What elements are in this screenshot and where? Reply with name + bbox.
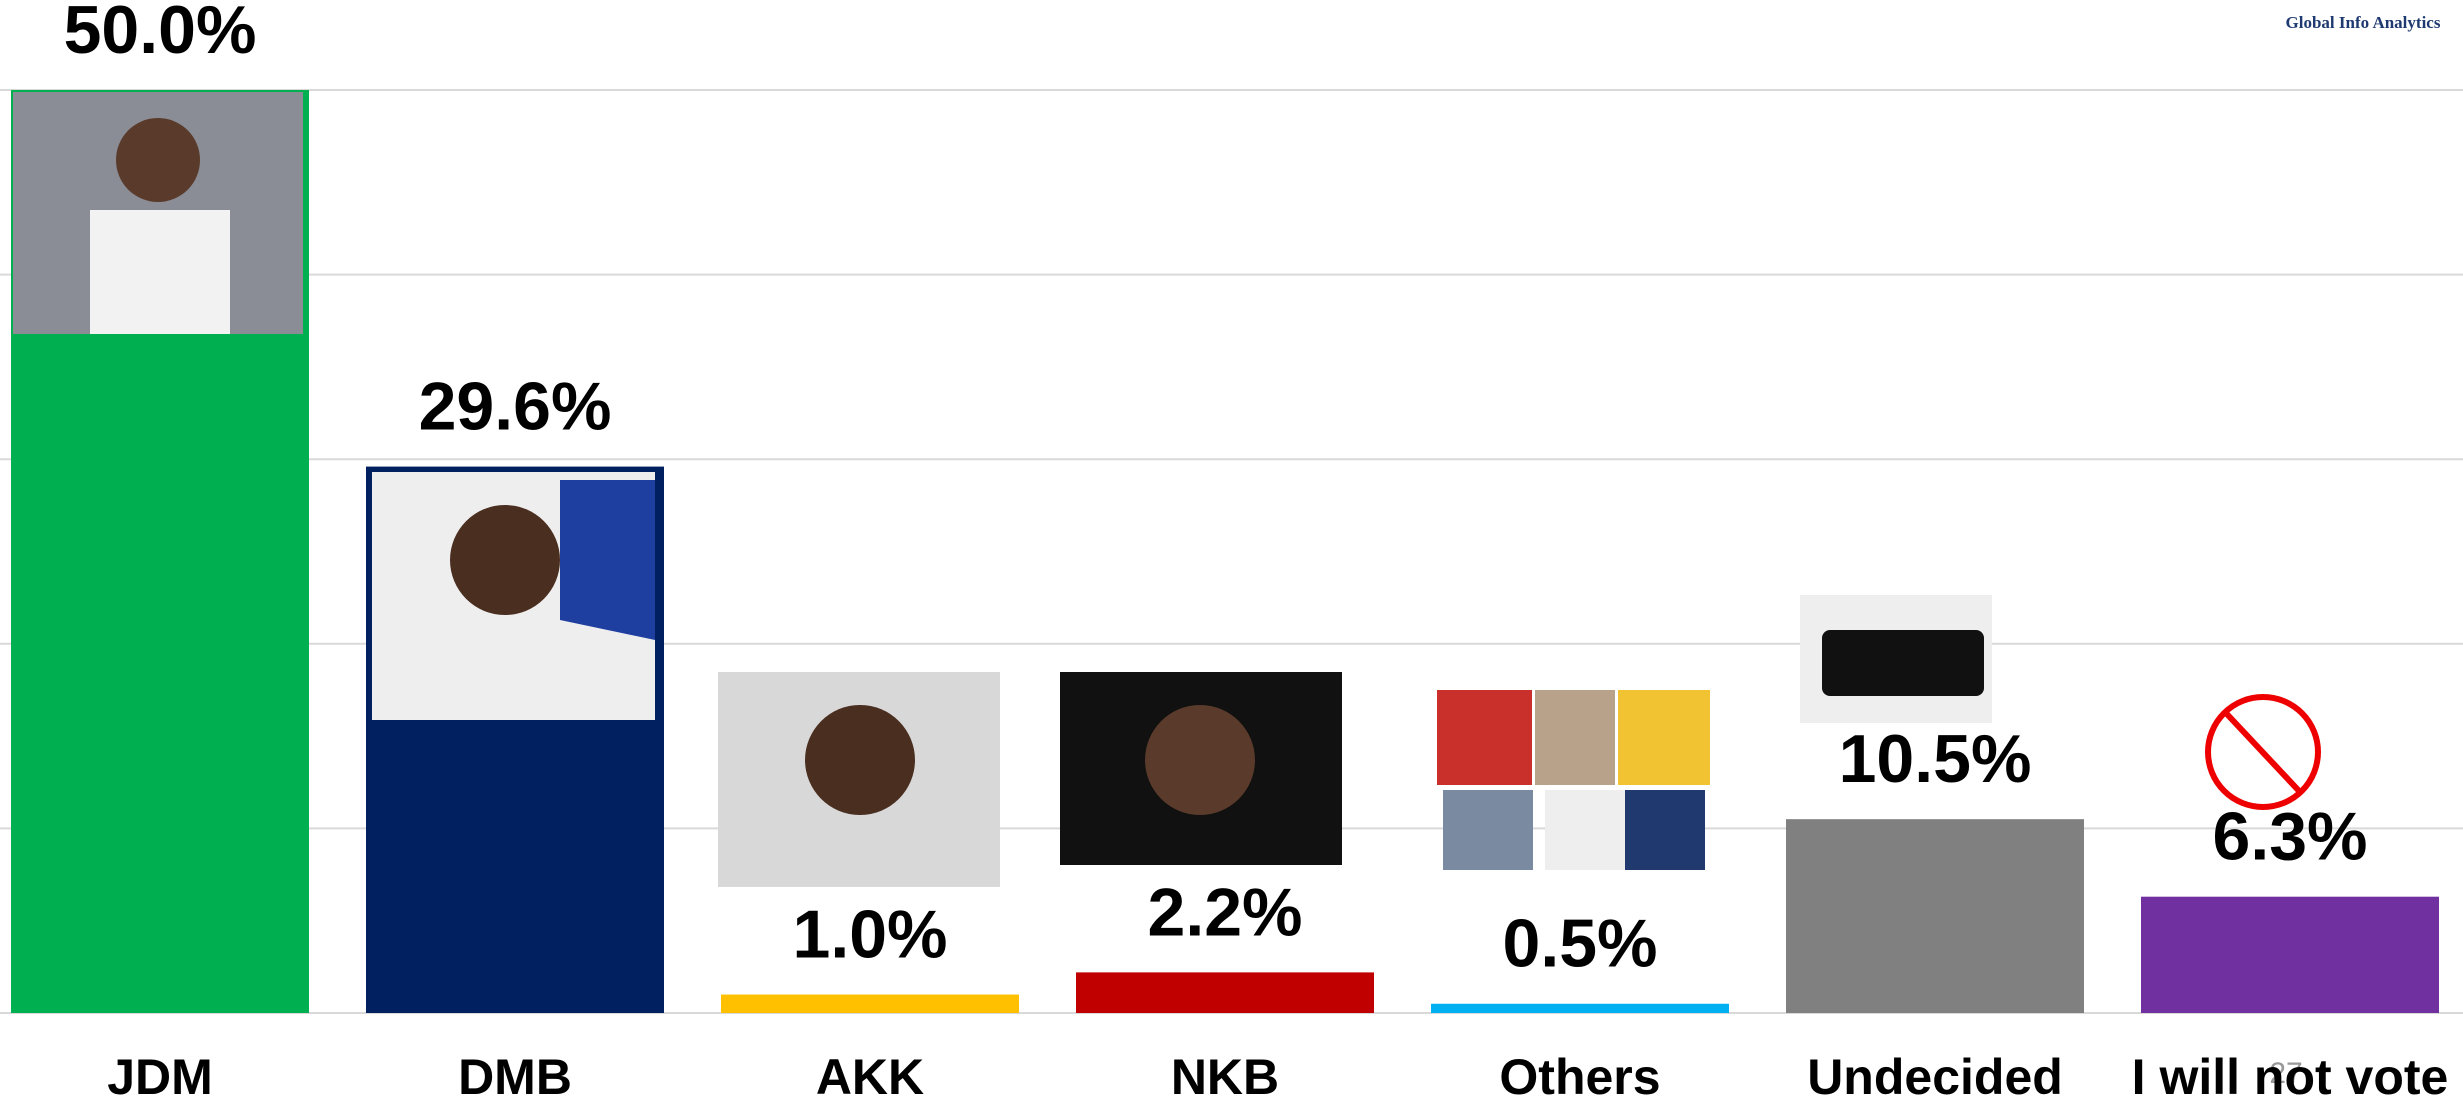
chart: Global Info Analytics 27 JDM50.0%DMB29.6… [0,0,2463,1102]
photo-flag [560,480,655,640]
x-tick-label: Others [1499,1049,1660,1102]
photo-shirt [90,210,230,334]
value-label: 2.2% [1148,874,1303,950]
photo-face [1145,705,1255,815]
bar [721,995,1019,1013]
value-label: 29.6% [419,369,612,445]
x-tick-label: DMB [458,1049,572,1102]
logo: Global Info Analytics [2286,13,2441,32]
x-tick-label: Undecided [1807,1049,2063,1102]
value-label: 0.5% [1503,906,1658,982]
x-tick-label: I will not vote [2132,1049,2449,1102]
bar [1786,819,2084,1013]
x-tick-label: NKB [1171,1049,1279,1102]
photo-face [805,705,915,815]
bar [1431,1004,1729,1013]
bar [2141,897,2439,1013]
value-label: 10.5% [1839,721,2032,797]
value-label: 50.0% [64,0,257,68]
x-tick-label: AKK [816,1049,924,1102]
photo-face [450,505,560,615]
value-label: 1.0% [793,897,948,973]
sign [1822,630,1984,696]
photo-others [1437,690,1710,870]
photo-face [116,118,200,202]
x-tick-label: JDM [107,1049,213,1102]
value-label: 6.3% [2213,799,2368,875]
bar [1076,972,1374,1013]
